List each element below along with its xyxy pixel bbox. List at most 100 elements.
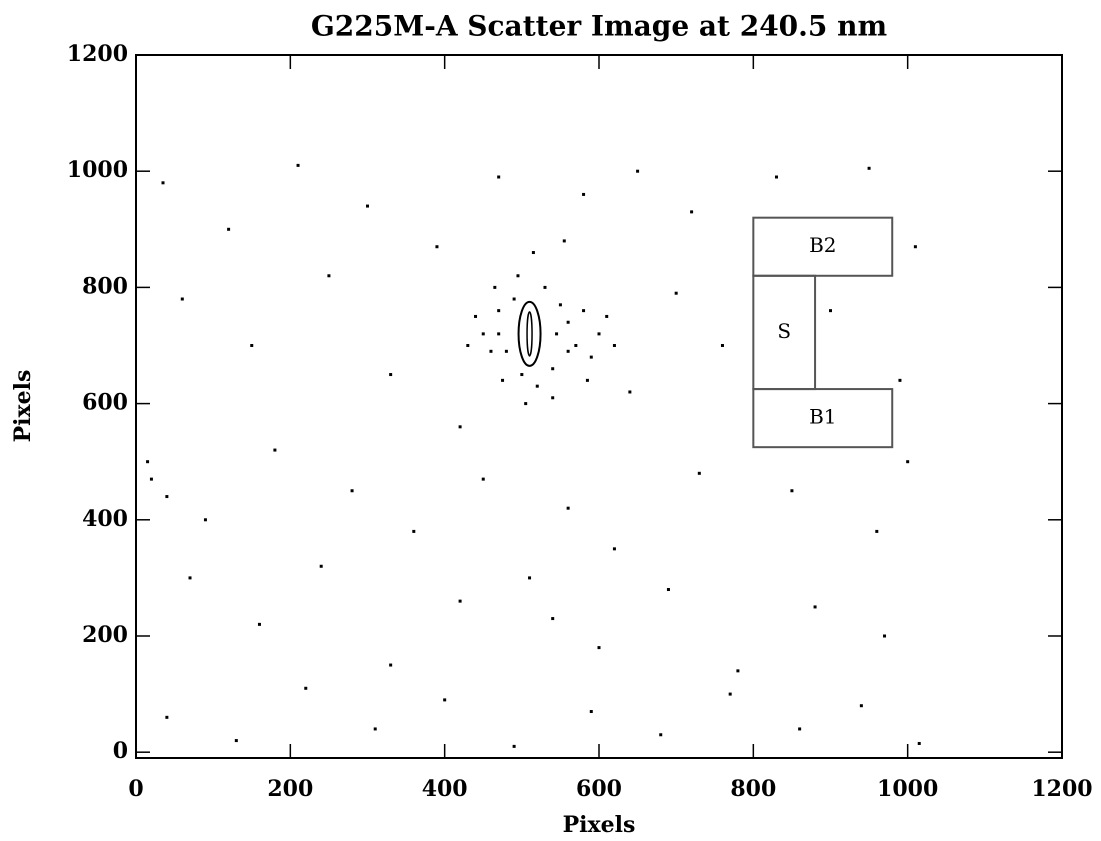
overlay: B2 S B1 <box>519 218 893 447</box>
point <box>474 315 477 318</box>
region-label: B2 <box>809 233 836 257</box>
y-tick-label: 1000 <box>67 157 128 183</box>
point <box>374 727 377 730</box>
point <box>258 623 261 626</box>
region-label: B1 <box>809 405 836 429</box>
point <box>814 605 817 608</box>
x-tick-label: 200 <box>267 776 313 802</box>
point <box>366 205 369 208</box>
point <box>435 245 438 248</box>
x-tick-label: 400 <box>422 776 468 802</box>
x-tick-label: 800 <box>730 776 776 802</box>
x-tick-label: 1000 <box>877 776 938 802</box>
y-tick-label: 400 <box>82 506 128 532</box>
point <box>775 176 778 179</box>
point <box>389 373 392 376</box>
point <box>582 193 585 196</box>
point <box>551 396 554 399</box>
point <box>459 425 462 428</box>
point <box>798 727 801 730</box>
point <box>482 332 485 335</box>
point <box>501 379 504 382</box>
point <box>489 350 492 353</box>
point <box>698 472 701 475</box>
point <box>520 373 523 376</box>
point <box>165 495 168 498</box>
point <box>667 588 670 591</box>
point <box>567 350 570 353</box>
point <box>918 742 921 745</box>
point <box>690 210 693 213</box>
point <box>628 390 631 393</box>
point <box>497 176 500 179</box>
point <box>459 600 462 603</box>
point <box>150 478 153 481</box>
point <box>590 356 593 359</box>
point <box>729 693 732 696</box>
point <box>304 687 307 690</box>
point <box>567 507 570 510</box>
point <box>493 286 496 289</box>
point <box>189 576 192 579</box>
point <box>586 379 589 382</box>
point <box>551 617 554 620</box>
point <box>235 739 238 742</box>
point <box>146 460 149 463</box>
point <box>659 733 662 736</box>
point <box>497 332 500 335</box>
point <box>860 704 863 707</box>
point <box>675 292 678 295</box>
point <box>914 245 917 248</box>
plot-frame <box>136 55 1062 758</box>
x-tick-label: 1200 <box>1031 776 1092 802</box>
point <box>516 274 519 277</box>
point <box>482 478 485 481</box>
point <box>868 167 871 170</box>
y-tick-label: 600 <box>82 390 128 416</box>
point <box>829 309 832 312</box>
point <box>162 181 165 184</box>
point <box>883 634 886 637</box>
point <box>543 286 546 289</box>
point <box>736 669 739 672</box>
point <box>351 489 354 492</box>
y-tick-label: 800 <box>82 273 128 299</box>
points <box>146 164 921 748</box>
x-tick-label: 600 <box>576 776 622 802</box>
x-axis-label: Pixels <box>563 812 636 838</box>
point <box>389 664 392 667</box>
point <box>598 332 601 335</box>
point <box>790 489 793 492</box>
point <box>513 298 516 301</box>
point <box>613 547 616 550</box>
point <box>582 309 585 312</box>
point <box>528 576 531 579</box>
point <box>574 344 577 347</box>
point <box>532 251 535 254</box>
point <box>443 698 446 701</box>
y-axis-label: Pixels <box>10 370 36 443</box>
point <box>636 170 639 173</box>
point <box>721 344 724 347</box>
point <box>598 646 601 649</box>
point <box>297 164 300 167</box>
point <box>590 710 593 713</box>
point <box>273 449 276 452</box>
point <box>250 344 253 347</box>
point <box>204 518 207 521</box>
y-tick-label: 200 <box>82 622 128 648</box>
point <box>505 350 508 353</box>
point <box>551 367 554 370</box>
point <box>906 460 909 463</box>
point <box>497 309 500 312</box>
point <box>559 303 562 306</box>
chart-title: G225M-A Scatter Image at 240.5 nm <box>311 10 887 43</box>
point <box>466 344 469 347</box>
region-label: S <box>777 319 791 343</box>
y-tick-label: 1200 <box>67 41 128 67</box>
point <box>227 228 230 231</box>
point <box>898 379 901 382</box>
point <box>567 321 570 324</box>
y-tick-label: 0 <box>113 738 128 764</box>
point <box>536 385 539 388</box>
